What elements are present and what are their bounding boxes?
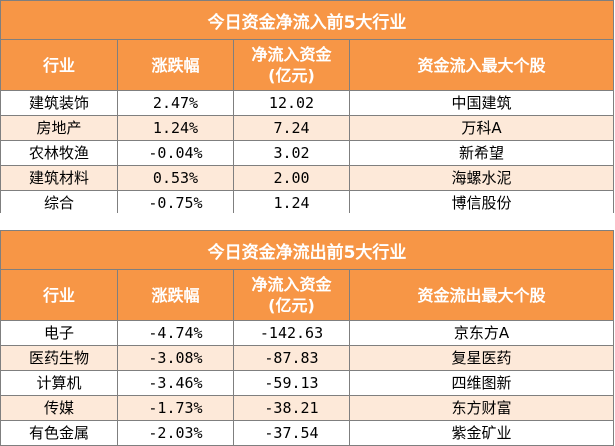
industry-cell: 计算机 bbox=[0, 370, 118, 396]
table-row: 房地产 1.24% 7.24 万科A bbox=[0, 115, 615, 141]
table-row: 农林牧渔 -0.04% 3.02 新希望 bbox=[0, 140, 615, 166]
top-stock-cell: 四维图新 bbox=[348, 370, 615, 396]
industry-cell: 房地产 bbox=[0, 115, 118, 141]
change-cell: -3.46% bbox=[117, 370, 234, 396]
industry-cell: 电子 bbox=[0, 320, 118, 346]
header-net-flow-line1: 净流入资金 bbox=[251, 45, 332, 64]
flow-cell: 1.24 bbox=[233, 190, 350, 216]
header-net-flow: 净流入资金 (亿元) bbox=[233, 269, 350, 321]
flow-cell: -59.13 bbox=[233, 370, 350, 396]
top-stock-cell: 博信股份 bbox=[348, 190, 615, 216]
inflow-title-row: 今日资金净流入前5大行业 bbox=[0, 0, 615, 40]
flow-cell: 12.02 bbox=[233, 90, 350, 116]
industry-cell: 建筑材料 bbox=[0, 165, 118, 191]
top-stock-cell: 京东方A bbox=[348, 320, 615, 346]
change-cell: -2.03% bbox=[117, 420, 234, 446]
inflow-table: 今日资金净流入前5大行业 行业 涨跌幅 净流入资金 (亿元) 资金流入最大个股 … bbox=[0, 0, 615, 216]
change-cell: -4.74% bbox=[117, 320, 234, 346]
flow-cell: 7.24 bbox=[233, 115, 350, 141]
industry-cell: 有色金属 bbox=[0, 420, 118, 446]
table-row: 电子 -4.74% -142.63 京东方A bbox=[0, 320, 615, 346]
header-net-flow-unit: (亿元) bbox=[268, 66, 315, 85]
change-cell: -3.08% bbox=[117, 345, 234, 371]
outflow-title: 今日资金净流出前5大行业 bbox=[0, 230, 615, 270]
header-top-stock: 资金流入最大个股 bbox=[348, 39, 615, 91]
outflow-header-row: 行业 涨跌幅 净流入资金 (亿元) 资金流出最大个股 bbox=[0, 269, 615, 321]
header-change: 涨跌幅 bbox=[117, 269, 234, 321]
industry-cell: 传媒 bbox=[0, 395, 118, 421]
change-cell: 0.53% bbox=[117, 165, 234, 191]
outflow-title-row: 今日资金净流出前5大行业 bbox=[0, 230, 615, 270]
table-row: 有色金属 -2.03% -37.54 紫金矿业 bbox=[0, 420, 615, 446]
header-industry: 行业 bbox=[0, 39, 118, 91]
change-cell: -1.73% bbox=[117, 395, 234, 421]
top-stock-cell: 紫金矿业 bbox=[348, 420, 615, 446]
flow-cell: -142.63 bbox=[233, 320, 350, 346]
flow-cell: -37.54 bbox=[233, 420, 350, 446]
top-stock-cell: 新希望 bbox=[348, 140, 615, 166]
industry-cell: 建筑装饰 bbox=[0, 90, 118, 116]
top-stock-cell: 东方财富 bbox=[348, 395, 615, 421]
top-stock-cell: 中国建筑 bbox=[348, 90, 615, 116]
header-net-flow-line1: 净流入资金 bbox=[251, 275, 332, 294]
top-stock-cell: 万科A bbox=[348, 115, 615, 141]
change-cell: -0.04% bbox=[117, 140, 234, 166]
table-gap bbox=[0, 213, 615, 230]
flow-cell: -87.83 bbox=[233, 345, 350, 371]
inflow-title: 今日资金净流入前5大行业 bbox=[0, 0, 615, 40]
change-cell: 1.24% bbox=[117, 115, 234, 141]
flow-cell: -38.21 bbox=[233, 395, 350, 421]
industry-cell: 综合 bbox=[0, 190, 118, 216]
header-net-flow-unit: (亿元) bbox=[268, 296, 315, 315]
table-row: 计算机 -3.46% -59.13 四维图新 bbox=[0, 370, 615, 396]
table-row: 综合 -0.75% 1.24 博信股份 bbox=[0, 190, 615, 216]
table-row: 医药生物 -3.08% -87.83 复星医药 bbox=[0, 345, 615, 371]
table-row: 传媒 -1.73% -38.21 东方财富 bbox=[0, 395, 615, 421]
header-net-flow: 净流入资金 (亿元) bbox=[233, 39, 350, 91]
flow-cell: 3.02 bbox=[233, 140, 350, 166]
industry-cell: 医药生物 bbox=[0, 345, 118, 371]
header-industry: 行业 bbox=[0, 269, 118, 321]
header-change: 涨跌幅 bbox=[117, 39, 234, 91]
flow-cell: 2.00 bbox=[233, 165, 350, 191]
inflow-header-row: 行业 涨跌幅 净流入资金 (亿元) 资金流入最大个股 bbox=[0, 39, 615, 91]
change-cell: -0.75% bbox=[117, 190, 234, 216]
outflow-table: 今日资金净流出前5大行业 行业 涨跌幅 净流入资金 (亿元) 资金流出最大个股 … bbox=[0, 230, 615, 446]
industry-cell: 农林牧渔 bbox=[0, 140, 118, 166]
top-stock-cell: 海螺水泥 bbox=[348, 165, 615, 191]
change-cell: 2.47% bbox=[117, 90, 234, 116]
table-row: 建筑装饰 2.47% 12.02 中国建筑 bbox=[0, 90, 615, 116]
table-row: 建筑材料 0.53% 2.00 海螺水泥 bbox=[0, 165, 615, 191]
header-top-stock: 资金流出最大个股 bbox=[348, 269, 615, 321]
top-stock-cell: 复星医药 bbox=[348, 345, 615, 371]
